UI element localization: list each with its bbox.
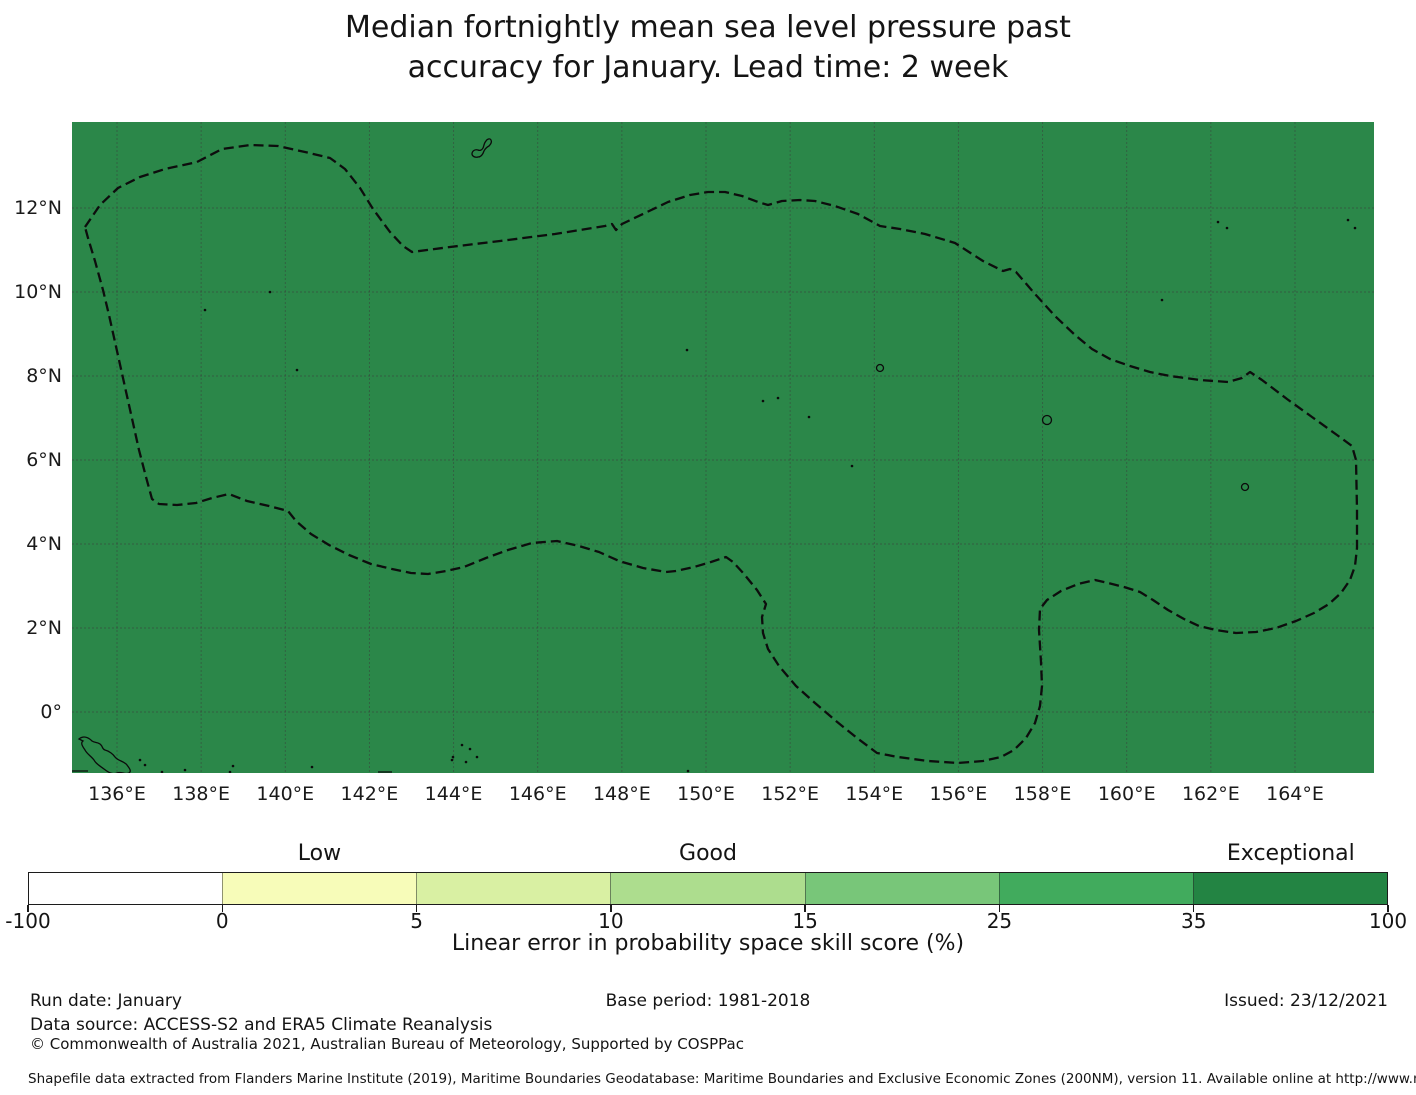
x-tick-label: 162°E [1181, 783, 1240, 805]
islet-dot [850, 464, 854, 468]
x-tick-label: 144°E [424, 783, 483, 805]
colorbar-category-label: Low [297, 841, 342, 866]
islet-dot [268, 290, 272, 294]
x-tick-label: 146°E [508, 783, 567, 805]
islet-dot [475, 755, 479, 759]
colorbar-tick-mark [610, 905, 612, 912]
island-coastlines [72, 138, 1357, 773]
x-tick-label: 154°E [845, 783, 904, 805]
islet-dot [295, 368, 299, 372]
colorbar-tick-label: 15 [792, 909, 818, 933]
colorbar-caption: Linear error in probability space skill … [451, 931, 965, 956]
islet-dot [143, 763, 147, 767]
map-area [72, 122, 1374, 773]
atoll-ring [1041, 414, 1053, 426]
colorbar-segment [610, 873, 805, 904]
colorbar-tick-mark [221, 905, 223, 912]
islet-dot [310, 765, 314, 769]
colorbar-segment [804, 873, 999, 904]
figure-title-line2: accuracy for January. Lead time: 2 week [407, 50, 1009, 85]
islet-dot [228, 770, 232, 773]
islet-dot [1346, 218, 1350, 222]
figure-title-line1: Median fortnightly mean sea level pressu… [345, 10, 1071, 45]
atoll-ring [875, 363, 885, 373]
islet-dot [686, 769, 690, 773]
colorbar-tick-label: -100 [5, 909, 51, 933]
islet-dot [460, 743, 464, 747]
x-tick-label: 142°E [340, 783, 399, 805]
eez-dashed-boundary [83, 143, 1359, 765]
colorbar-tick-mark [804, 905, 806, 912]
colorbar-tick-label: 0 [215, 909, 229, 933]
base-period-text: Base period: 1981-2018 [605, 991, 811, 1011]
islet-dot [203, 308, 207, 312]
x-tick-label: 148°E [592, 783, 651, 805]
islet-dot [776, 396, 780, 400]
figure-title: Median fortnightly mean sea level pressu… [0, 8, 1416, 88]
island-new-ireland [77, 736, 131, 773]
islet-dot [138, 758, 142, 762]
x-tick-label: 136°E [88, 783, 146, 805]
data-source-text: Data source: ACCESS-S2 and ERA5 Climate … [30, 1015, 493, 1035]
islet-dot [761, 399, 765, 403]
x-tick-label: 140°E [256, 783, 315, 805]
x-tick-label: 150°E [677, 783, 735, 805]
colorbar-category-label: Exceptional [1226, 841, 1355, 866]
colorbar-segment [1192, 873, 1387, 904]
map-fill [72, 122, 1374, 773]
colorbar-category-label: Good [679, 841, 737, 866]
colorbar-segment [29, 873, 223, 904]
x-tick-label: 160°E [1097, 783, 1156, 805]
y-tick-label: 6°N [26, 449, 62, 471]
colorbar-tick-mark [998, 905, 1001, 912]
colorbar-segment [416, 873, 611, 904]
colorbar [28, 872, 1388, 905]
run-date-text: Run date: January [30, 991, 182, 1011]
island-guam [471, 138, 493, 158]
y-tick-label: 10°N [14, 281, 62, 303]
x-tick-label: 156°E [929, 783, 988, 805]
islet-dot [451, 755, 455, 759]
colorbar-tick-label: 5 [410, 909, 423, 933]
y-tick-label: 0° [40, 701, 62, 723]
colorbar-tick-mark [1193, 905, 1195, 912]
islet-dot [231, 764, 235, 768]
colorbar-segment [222, 873, 417, 904]
y-tick-label: 12°N [14, 197, 62, 219]
islet-dot [464, 760, 468, 764]
islet-dot [1353, 226, 1357, 230]
shapefile-attribution-text: Shapefile data extracted from Flanders M… [28, 1071, 1416, 1087]
islet-dot [450, 758, 454, 762]
y-tick-label: 2°N [26, 617, 62, 639]
atoll-ring [1240, 482, 1250, 492]
colorbar-tick-label: 10 [598, 909, 624, 933]
graticule-grid [72, 122, 1374, 773]
colorbar-tick-mark [1387, 905, 1389, 912]
islet-dot [183, 768, 187, 772]
issued-date-text: Issued: 23/12/2021 [1224, 991, 1388, 1011]
islet-dot [807, 415, 811, 419]
x-tick-label: 152°E [761, 783, 820, 805]
colorbar-segment [998, 873, 1193, 904]
islet-dot [468, 747, 472, 751]
coastline-fragment [72, 770, 392, 773]
y-tick-label: 4°N [26, 533, 62, 555]
x-tick-label: 164°E [1266, 783, 1324, 805]
copyright-text: © Commonwealth of Australia 2021, Austra… [30, 1035, 744, 1053]
islet-dot [160, 770, 164, 773]
x-tick-label: 138°E [172, 783, 231, 805]
islet-dot [685, 348, 689, 352]
colorbar-tick-label: 25 [986, 909, 1013, 933]
y-tick-label: 8°N [26, 365, 62, 387]
colorbar-tick-mark [27, 905, 29, 912]
colorbar-tick-label: 35 [1180, 909, 1207, 933]
islet-dot [1225, 226, 1229, 230]
islet-dot [1160, 298, 1164, 302]
islet-dot [1216, 220, 1220, 224]
map-canvas [72, 122, 1374, 773]
x-tick-label: 158°E [1013, 783, 1072, 805]
colorbar-tick-mark [415, 905, 418, 912]
colorbar-tick-label: 100 [1368, 909, 1408, 933]
